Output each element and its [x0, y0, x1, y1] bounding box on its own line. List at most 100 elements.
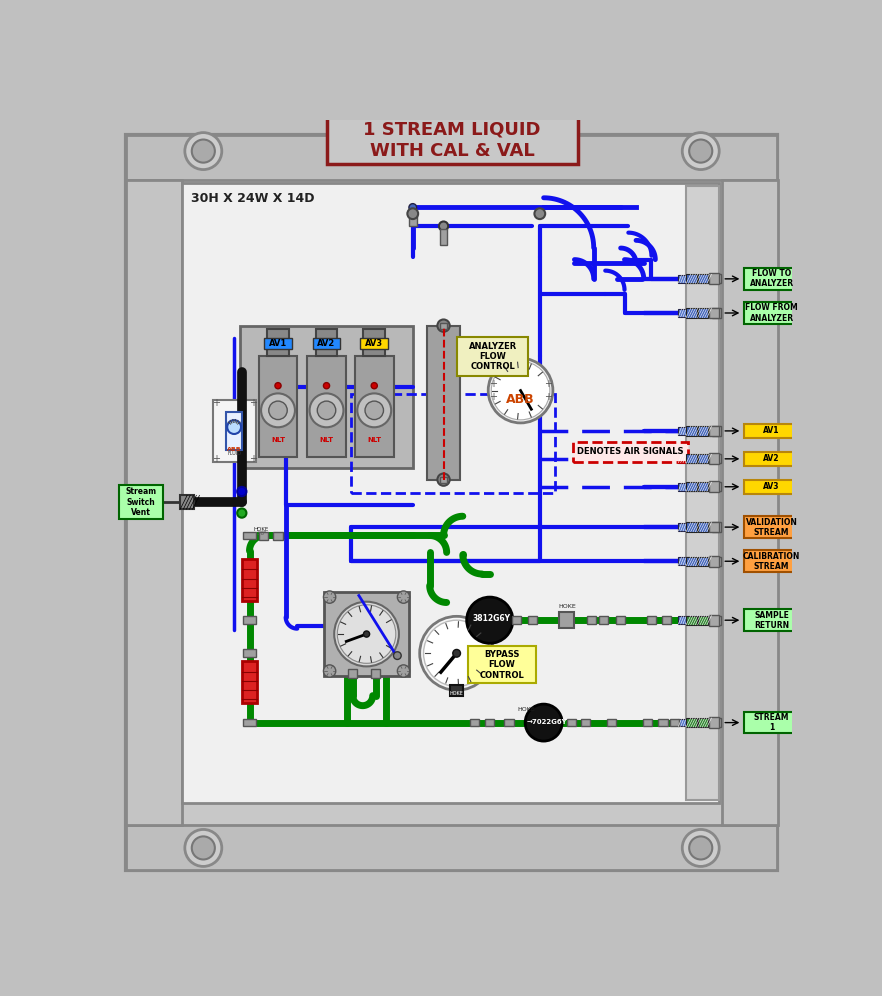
Bar: [670, 719, 679, 726]
Bar: [126, 134, 777, 179]
Bar: [744, 516, 799, 538]
Circle shape: [423, 621, 490, 686]
Text: NLT: NLT: [367, 436, 381, 442]
Bar: [180, 496, 192, 508]
Bar: [440, 476, 447, 483]
Bar: [712, 557, 721, 566]
Bar: [744, 712, 799, 733]
Bar: [678, 523, 689, 531]
Bar: [686, 185, 719, 800]
Bar: [709, 425, 719, 436]
Circle shape: [398, 591, 409, 604]
Bar: [712, 426, 721, 435]
Bar: [709, 717, 719, 728]
Bar: [698, 718, 708, 727]
Bar: [686, 454, 697, 463]
Bar: [709, 556, 719, 567]
Bar: [698, 616, 708, 624]
Bar: [700, 275, 707, 283]
Text: +: +: [544, 391, 552, 401]
Bar: [240, 326, 413, 468]
Circle shape: [409, 203, 416, 211]
Text: +: +: [489, 379, 497, 389]
Bar: [712, 523, 721, 532]
Bar: [698, 274, 708, 284]
Text: 1 STREAM LIQUID
WITH CAL & VAL: 1 STREAM LIQUID WITH CAL & VAL: [363, 121, 541, 160]
Bar: [258, 533, 268, 540]
Bar: [689, 483, 700, 491]
Bar: [458, 338, 528, 375]
Bar: [700, 523, 707, 531]
Bar: [712, 274, 721, 284]
Bar: [700, 455, 707, 463]
Circle shape: [371, 382, 377, 388]
Bar: [662, 617, 671, 624]
Text: CALIBRATION
STREAM: CALIBRATION STREAM: [743, 552, 800, 571]
Bar: [267, 330, 288, 357]
Bar: [409, 214, 416, 226]
Bar: [678, 483, 689, 491]
Circle shape: [191, 139, 215, 162]
Text: HOKE: HOKE: [558, 604, 576, 609]
Bar: [567, 719, 576, 726]
Bar: [348, 668, 357, 678]
Circle shape: [363, 631, 370, 637]
Bar: [607, 719, 616, 726]
Circle shape: [275, 382, 281, 388]
Bar: [709, 481, 719, 492]
Bar: [505, 719, 513, 726]
Circle shape: [408, 209, 417, 218]
Text: AV1: AV1: [763, 426, 780, 435]
Text: +: +: [212, 453, 220, 463]
Bar: [712, 718, 721, 727]
Bar: [700, 427, 707, 435]
Bar: [243, 617, 256, 624]
Circle shape: [261, 393, 295, 427]
Bar: [468, 646, 536, 683]
Text: +: +: [489, 391, 497, 401]
Text: AV3: AV3: [365, 339, 384, 348]
Text: 3812G6Y: 3812G6Y: [472, 615, 511, 623]
Bar: [678, 427, 689, 435]
Text: →7022G6Y: →7022G6Y: [527, 719, 567, 725]
Text: STREAM
1: STREAM 1: [754, 713, 789, 732]
Bar: [512, 617, 521, 624]
Circle shape: [334, 602, 399, 666]
Text: DENOTES AIR SIGNALS: DENOTES AIR SIGNALS: [578, 447, 684, 456]
Bar: [744, 424, 799, 438]
Bar: [689, 309, 700, 317]
Text: HOKE: HOKE: [517, 707, 534, 712]
Circle shape: [393, 651, 401, 659]
Bar: [689, 275, 700, 283]
Bar: [427, 326, 460, 480]
Circle shape: [337, 605, 396, 663]
Circle shape: [357, 393, 392, 427]
Bar: [722, 179, 778, 825]
Text: +: +: [544, 379, 552, 389]
Text: +: +: [212, 398, 220, 408]
Bar: [744, 610, 799, 631]
Bar: [312, 338, 340, 349]
Bar: [451, 685, 463, 695]
Bar: [355, 357, 393, 456]
Circle shape: [534, 208, 545, 219]
Bar: [700, 617, 707, 624]
Bar: [126, 825, 777, 870]
Bar: [744, 452, 799, 466]
Bar: [573, 442, 689, 462]
Text: ANALYZER
FLOW
CONTROL: ANALYZER FLOW CONTROL: [468, 342, 517, 372]
Bar: [678, 719, 689, 726]
Bar: [698, 309, 708, 318]
Circle shape: [452, 649, 460, 657]
Text: SAMPLE
RETURN: SAMPLE RETURN: [754, 611, 789, 629]
Bar: [744, 302, 799, 324]
Circle shape: [689, 139, 713, 162]
Bar: [712, 482, 721, 491]
Bar: [118, 485, 163, 519]
Bar: [485, 719, 495, 726]
Circle shape: [318, 401, 336, 419]
Circle shape: [185, 132, 221, 169]
Bar: [698, 557, 708, 566]
Bar: [686, 309, 697, 318]
Bar: [712, 454, 721, 463]
